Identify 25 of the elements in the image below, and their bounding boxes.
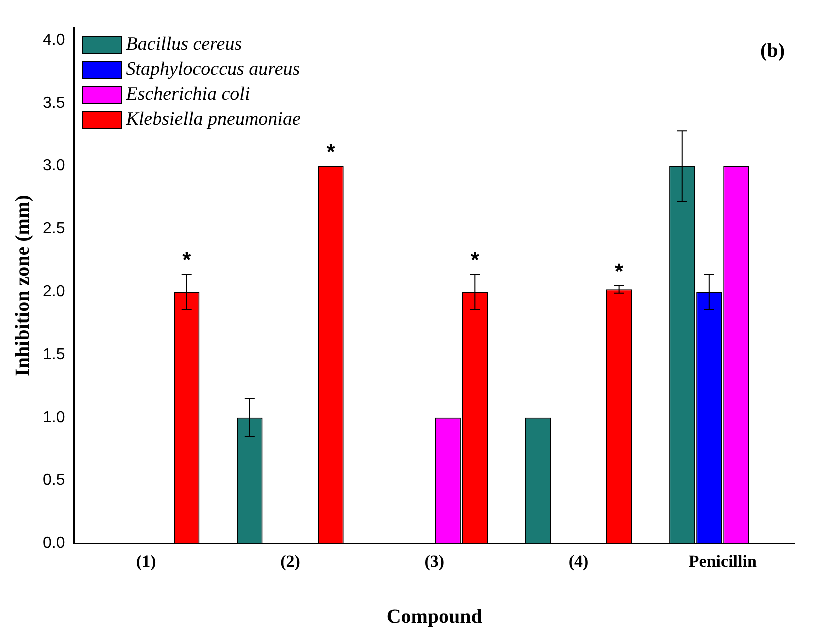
y-tick-label: 1.5 [42,346,66,364]
y-tick-label: 2.0 [42,283,66,300]
legend-label: Staphylococcus aureus [126,58,300,82]
x-tick-label: (3) [424,552,445,572]
y-axis-title: Inhibition zone (mm) [12,195,34,376]
y-tick-label: 4.0 [42,32,66,49]
annotation: * [470,248,480,273]
annotation: * [182,248,192,273]
annotation: (b) [760,40,785,62]
y-tick-label: 2.5 [42,220,66,238]
annotation: * [615,258,624,284]
y-tick-label: 0.0 [42,535,66,552]
annotation: * [326,139,336,164]
legend-label: Bacillus cereus [126,33,242,57]
legend-label: Escherichia coli [126,83,250,107]
y-tick-label: 0.5 [42,472,66,490]
x-tick-label: Penicillin [688,552,758,572]
x-axis-title: Compound [386,606,482,628]
x-tick-label: (1) [136,552,156,572]
x-tick-label: (2) [280,552,300,572]
y-tick-label: 3.0 [42,158,66,175]
legend-label: Klebsiella pneumoniae [126,108,301,132]
y-tick-label: 3.5 [42,94,66,112]
y-tick-label: 1.0 [42,409,66,426]
x-tick-label: (4) [568,552,589,572]
